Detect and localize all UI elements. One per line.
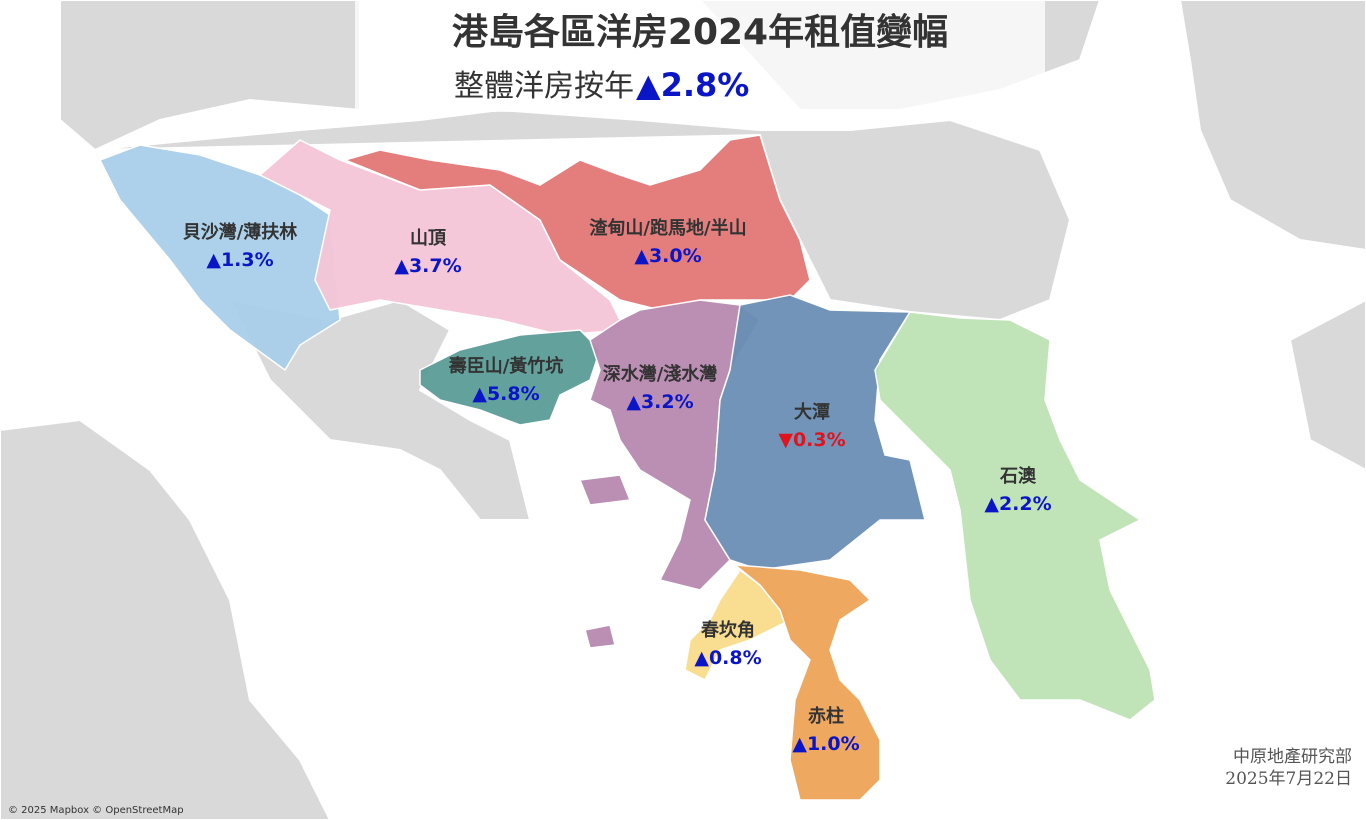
region-name: 大潭	[794, 401, 830, 423]
source: 中原地產研究部	[1233, 747, 1352, 767]
title-box	[355, 0, 1045, 112]
credits: © 2025 Mapbox © OpenStreetMap	[8, 805, 184, 816]
region-change: ▼0.3%	[778, 429, 845, 451]
region-change: ▲5.8%	[472, 383, 539, 405]
region-change: ▲3.7%	[394, 255, 461, 277]
region-shape	[98, 144, 341, 372]
region-change: ▲2.2%	[984, 493, 1051, 515]
date: 2025年7月22日	[1225, 769, 1352, 789]
region-name: 山頂	[410, 228, 447, 249]
title: 港島各區洋房2024年租值變幅	[452, 12, 948, 53]
region-name: 貝沙灣/薄扶林	[183, 221, 298, 243]
region-name: 深水灣/淺水灣	[603, 363, 718, 385]
region-name: 赤柱	[808, 705, 844, 727]
region-shape	[874, 311, 1156, 721]
region-change: ▲3.2%	[626, 391, 693, 413]
region-name: 春坎角	[701, 619, 755, 641]
region-name: 石澳	[999, 465, 1037, 487]
region-shape	[419, 329, 601, 426]
region-name: 渣甸山/跑馬地/半山	[589, 217, 746, 239]
region-change: ▲3.0%	[634, 245, 701, 267]
overall-change: ▲2.8%	[636, 66, 749, 104]
region-shape	[704, 294, 926, 571]
region-change: ▲1.0%	[792, 733, 859, 755]
subtitle: 整體洋房按年	[454, 69, 634, 104]
region-change: ▲0.8%	[694, 647, 761, 669]
districts	[98, 134, 1156, 801]
region-shape	[732, 564, 881, 801]
region-change: ▲1.3%	[206, 249, 273, 271]
region-shape	[342, 134, 811, 311]
region-name: 壽臣山/黃竹坑	[449, 355, 564, 377]
region-labels: 貝沙灣/薄扶林 ▲1.3% 山頂 ▲3.7% 渣甸山/跑馬地/半山 ▲3.0% 壽臣山/黃竹…	[183, 217, 1052, 755]
